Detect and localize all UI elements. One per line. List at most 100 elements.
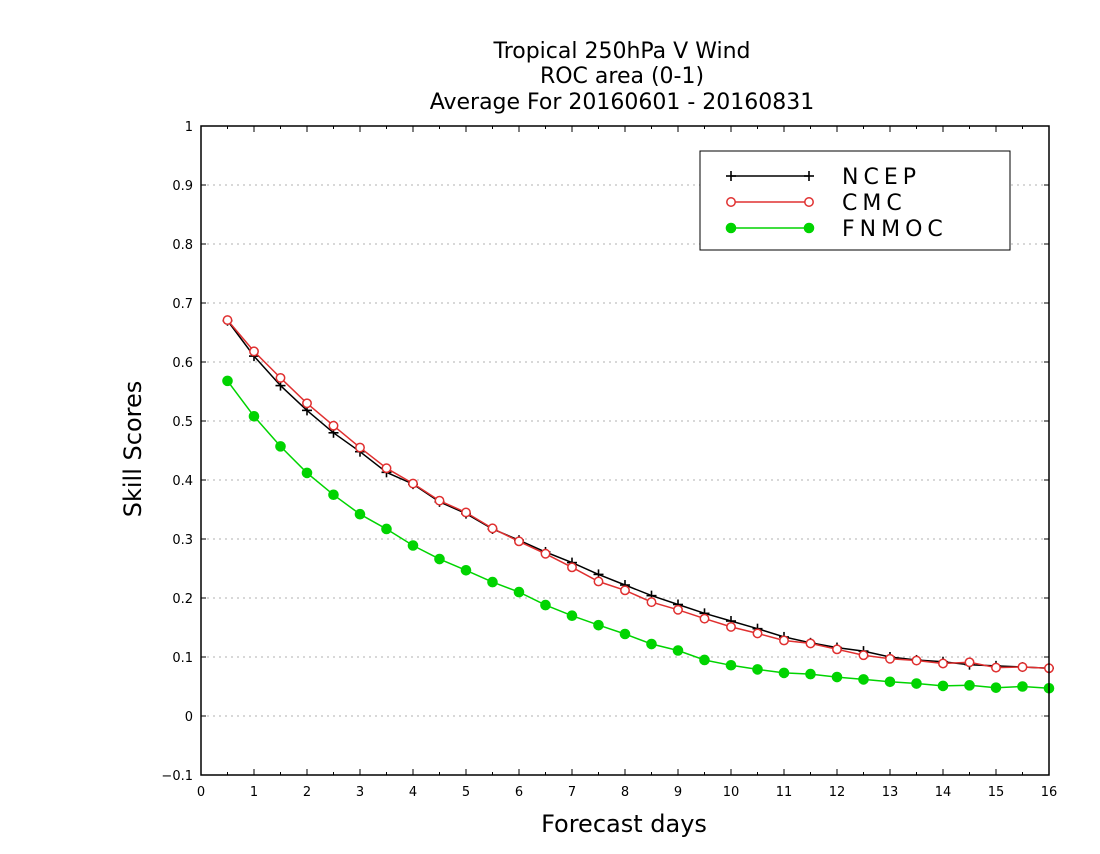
x-tick-label: 11	[776, 785, 793, 800]
data-point-fnmoc	[725, 659, 737, 671]
x-tick-label: 5	[462, 785, 470, 800]
data-point-cmc	[567, 562, 577, 573]
data-point-fnmoc	[540, 599, 551, 611]
data-point-cmc	[991, 662, 1001, 673]
data-point-fnmoc	[805, 668, 816, 680]
data-point-cmc	[408, 478, 418, 489]
data-point-fnmoc	[354, 508, 366, 520]
data-point-cmc	[540, 548, 551, 559]
data-point-fnmoc	[778, 667, 790, 679]
data-point-fnmoc	[275, 441, 286, 452]
data-point-cmc	[381, 463, 392, 474]
data-point-cmc	[275, 372, 286, 383]
data-point-fnmoc	[699, 654, 710, 666]
x-tick-label: 8	[621, 785, 629, 800]
data-point-fnmoc	[460, 564, 472, 576]
legend-marker-fnmoc	[725, 222, 737, 234]
data-point-fnmoc	[646, 638, 657, 650]
data-point-cmc	[938, 658, 948, 669]
legend-item-cmc: CMC	[726, 191, 902, 216]
data-point-fnmoc	[301, 467, 313, 479]
data-point-fnmoc	[593, 619, 604, 631]
data-point-cmc	[1017, 662, 1028, 672]
data-point-cmc	[461, 507, 471, 518]
data-point-fnmoc	[487, 576, 498, 588]
data-point-fnmoc	[328, 489, 339, 501]
y-tick-label: 1	[185, 120, 193, 135]
legend-item-fnmoc: FNMOC	[725, 217, 948, 242]
data-point-fnmoc	[619, 628, 631, 640]
y-tick-label: 0.9	[172, 179, 193, 194]
data-point-cmc	[593, 576, 604, 587]
data-point-cmc	[964, 657, 975, 668]
data-point-fnmoc	[964, 680, 975, 691]
data-point-cmc	[911, 655, 922, 666]
x-tick-label: 9	[674, 785, 682, 800]
x-tick-label: 10	[723, 785, 740, 800]
data-point-fnmoc	[858, 674, 869, 685]
data-point-cmc	[355, 442, 365, 453]
y-tick-label: 0.2	[172, 592, 193, 607]
y-tick-label: −0.1	[161, 769, 193, 784]
legend-marker-ncep	[726, 171, 736, 181]
legend-label-fnmoc: FNMOC	[842, 217, 948, 242]
data-point-cmc	[885, 653, 895, 664]
y-tick-label: 0	[185, 710, 193, 725]
x-tick-label: 4	[409, 785, 417, 800]
data-point-cmc	[646, 597, 657, 608]
data-point-cmc	[487, 523, 498, 534]
data-point-cmc	[726, 621, 736, 632]
chart-title-line-3: Average For 20160601 - 20160831	[430, 90, 815, 115]
x-tick-label: 15	[988, 785, 1005, 800]
chart-title-line-2: ROC area (0-1)	[540, 64, 704, 89]
data-point-cmc	[699, 613, 710, 624]
x-tick-label: 2	[303, 785, 311, 800]
legend-marker-ncep	[804, 171, 814, 181]
y-tick-label: 0.1	[172, 651, 193, 666]
data-point-cmc	[752, 628, 763, 639]
legend-marker-cmc	[726, 197, 736, 207]
data-point-cmc	[673, 604, 683, 615]
data-point-fnmoc	[990, 682, 1002, 693]
data-point-fnmoc	[1017, 681, 1028, 692]
data-point-cmc	[805, 638, 816, 649]
series-cmc	[222, 315, 1054, 674]
data-point-fnmoc	[222, 375, 233, 387]
data-point-fnmoc	[513, 586, 525, 598]
y-tick-label: 0.5	[172, 415, 193, 430]
data-point-fnmoc	[434, 553, 445, 565]
legend-marker-fnmoc	[803, 222, 815, 234]
x-tick-label: 13	[882, 785, 899, 800]
legend-box	[699, 150, 1011, 251]
data-point-cmc	[249, 346, 259, 357]
data-point-fnmoc	[248, 410, 260, 422]
x-axis-title: Forecast days	[541, 810, 707, 838]
data-point-fnmoc	[407, 540, 419, 551]
data-point-cmc	[328, 420, 339, 431]
series-lines	[222, 315, 1055, 694]
y-tick-label: 0.3	[172, 533, 193, 548]
legend-label-ncep: NCEP	[842, 165, 921, 190]
data-point-fnmoc	[752, 664, 763, 675]
legend-item-ncep: NCEP	[726, 165, 921, 190]
data-point-fnmoc	[911, 678, 922, 689]
data-point-cmc	[858, 650, 869, 661]
x-tick-label: 7	[568, 785, 576, 800]
data-point-cmc	[514, 536, 524, 547]
x-tick-label: 1	[250, 785, 258, 800]
data-point-fnmoc	[381, 523, 392, 535]
x-tick-label: 16	[1041, 785, 1058, 800]
axes: −0.100.10.20.30.40.50.60.70.80.910 1 2 3 4 5 6…	[161, 120, 1057, 800]
legend-marker-cmc	[804, 197, 814, 207]
data-point-cmc	[434, 495, 445, 506]
data-point-fnmoc	[937, 680, 949, 692]
y-axis-title: Skill Scores	[119, 381, 147, 518]
data-point-cmc	[832, 644, 842, 655]
y-tick-label: 0.8	[172, 238, 193, 253]
data-point-fnmoc	[566, 610, 578, 622]
data-point-cmc	[620, 585, 630, 596]
